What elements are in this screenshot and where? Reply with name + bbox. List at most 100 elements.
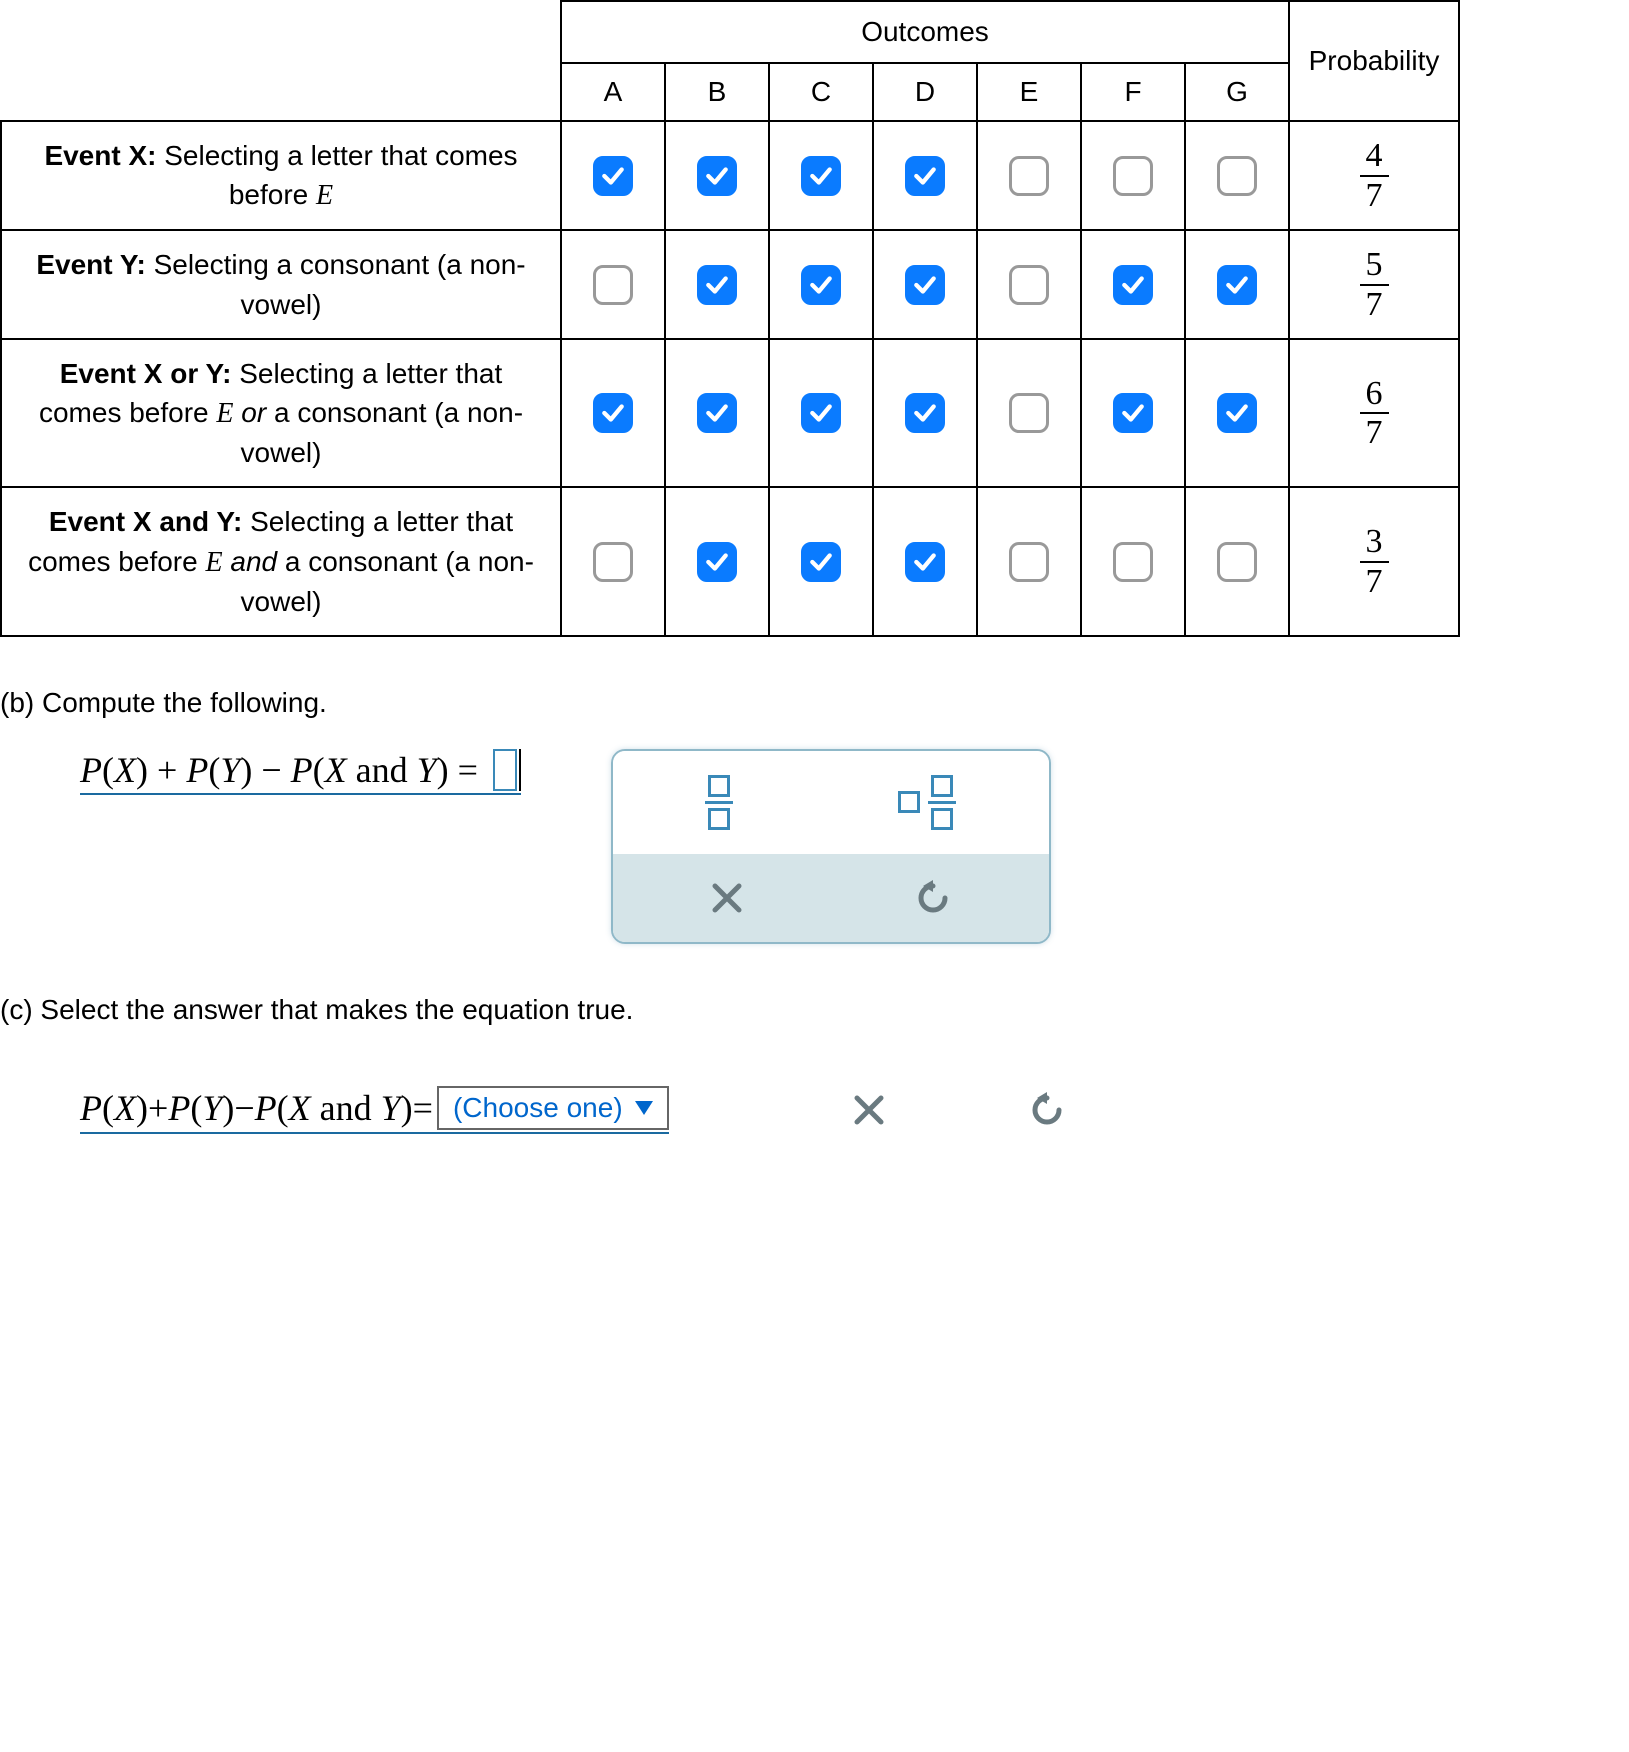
outcomes-table: Outcomes Probability A B C D E F G Event… <box>0 0 1460 637</box>
probability-header: Probability <box>1289 1 1459 121</box>
event-description: Event X: Selecting a letter that comes b… <box>1 121 561 230</box>
math-tool-panel <box>611 749 1051 944</box>
outcome-cell <box>1081 121 1185 230</box>
outcome-checkbox[interactable] <box>593 265 633 305</box>
outcome-cell <box>873 121 977 230</box>
chevron-down-icon <box>635 1101 653 1115</box>
mixed-number-template-icon <box>898 775 956 830</box>
outcome-checkbox[interactable] <box>1217 265 1257 305</box>
undo-button[interactable] <box>1029 1090 1069 1130</box>
table-row: Event Y: Selecting a consonant (a non-vo… <box>1 230 1459 338</box>
outcome-cell <box>977 230 1081 338</box>
outcome-checkbox[interactable] <box>801 542 841 582</box>
outcome-checkbox[interactable] <box>1009 156 1049 196</box>
mixed-number-template-button[interactable] <box>898 775 956 830</box>
outcome-cell <box>665 339 769 488</box>
col-header: F <box>1081 63 1185 121</box>
outcome-checkbox[interactable] <box>801 393 841 433</box>
part-c-prompt: (c) Select the answer that makes the equ… <box>0 944 1629 1056</box>
clear-button[interactable] <box>849 1090 889 1130</box>
outcome-cell <box>769 121 873 230</box>
outcome-checkbox[interactable] <box>1113 542 1153 582</box>
fraction-template-icon <box>705 775 733 830</box>
outcome-checkbox[interactable] <box>1113 156 1153 196</box>
outcome-cell <box>561 339 665 488</box>
outcome-cell <box>977 339 1081 488</box>
outcome-cell <box>1185 230 1289 338</box>
answer-input[interactable] <box>493 749 517 791</box>
part-c-formula: P(X)+ P(Y)− P(X and Y)= (Choose one) <box>80 1086 669 1134</box>
col-header: G <box>1185 63 1289 121</box>
outcome-cell <box>1081 487 1185 636</box>
outcome-checkbox[interactable] <box>593 156 633 196</box>
outcome-cell <box>873 230 977 338</box>
event-description: Event X or Y: Selecting a letter that co… <box>1 339 561 488</box>
outcome-checkbox[interactable] <box>1009 542 1049 582</box>
event-description: Event Y: Selecting a consonant (a non-vo… <box>1 230 561 338</box>
part-b-formula: P(X) + P(Y) − P(X and Y) = <box>80 749 521 795</box>
event-description: Event X and Y: Selecting a letter that c… <box>1 487 561 636</box>
outcome-cell <box>977 487 1081 636</box>
close-icon <box>707 878 747 918</box>
outcome-checkbox[interactable] <box>697 156 737 196</box>
outcome-checkbox[interactable] <box>905 265 945 305</box>
table-row: Event X or Y: Selecting a letter that co… <box>1 339 1459 488</box>
probability-cell: 37 <box>1289 487 1459 636</box>
outcome-cell <box>1185 487 1289 636</box>
outcome-cell <box>665 230 769 338</box>
table-row: Event X: Selecting a letter that comes b… <box>1 121 1459 230</box>
outcome-checkbox[interactable] <box>1217 393 1257 433</box>
outcome-cell <box>977 121 1081 230</box>
col-header: D <box>873 63 977 121</box>
outcome-checkbox[interactable] <box>697 265 737 305</box>
probability-cell: 47 <box>1289 121 1459 230</box>
outcome-checkbox[interactable] <box>905 542 945 582</box>
blank-corner-2 <box>1 63 561 121</box>
outcome-checkbox[interactable] <box>905 393 945 433</box>
outcome-cell <box>769 230 873 338</box>
outcome-checkbox[interactable] <box>1113 393 1153 433</box>
outcome-cell <box>665 487 769 636</box>
outcome-cell <box>1081 230 1185 338</box>
outcome-checkbox[interactable] <box>1113 265 1153 305</box>
outcome-checkbox[interactable] <box>1009 265 1049 305</box>
blank-corner <box>1 1 561 63</box>
outcome-checkbox[interactable] <box>697 393 737 433</box>
outcome-checkbox[interactable] <box>1217 156 1257 196</box>
col-header: A <box>561 63 665 121</box>
outcome-checkbox[interactable] <box>593 542 633 582</box>
outcome-cell <box>1185 339 1289 488</box>
table-row: Event X and Y: Selecting a letter that c… <box>1 487 1459 636</box>
undo-icon <box>915 878 955 918</box>
undo-icon <box>1029 1090 1069 1130</box>
col-header: C <box>769 63 873 121</box>
outcome-checkbox[interactable] <box>1009 393 1049 433</box>
outcome-cell <box>1081 339 1185 488</box>
probability-cell: 57 <box>1289 230 1459 338</box>
choose-one-label: (Choose one) <box>453 1092 623 1124</box>
outcome-checkbox[interactable] <box>801 156 841 196</box>
outcome-checkbox[interactable] <box>1217 542 1257 582</box>
outcome-cell <box>873 487 977 636</box>
outcome-cell <box>561 487 665 636</box>
outcome-cell <box>665 121 769 230</box>
outcome-checkbox[interactable] <box>697 542 737 582</box>
close-icon <box>849 1090 889 1130</box>
part-b-prompt: (b) Compute the following. <box>0 637 1629 749</box>
outcome-cell <box>561 121 665 230</box>
col-header: E <box>977 63 1081 121</box>
outcome-checkbox[interactable] <box>801 265 841 305</box>
undo-button[interactable] <box>915 878 955 918</box>
choose-one-dropdown[interactable]: (Choose one) <box>437 1086 669 1130</box>
outcome-cell <box>561 230 665 338</box>
outcome-cell <box>873 339 977 488</box>
fraction-template-button[interactable] <box>705 775 733 830</box>
outcome-cell <box>769 339 873 488</box>
outcome-checkbox[interactable] <box>905 156 945 196</box>
text-cursor <box>519 749 521 791</box>
outcome-cell <box>769 487 873 636</box>
col-header: B <box>665 63 769 121</box>
probability-cell: 67 <box>1289 339 1459 488</box>
outcome-checkbox[interactable] <box>593 393 633 433</box>
clear-button[interactable] <box>707 878 747 918</box>
